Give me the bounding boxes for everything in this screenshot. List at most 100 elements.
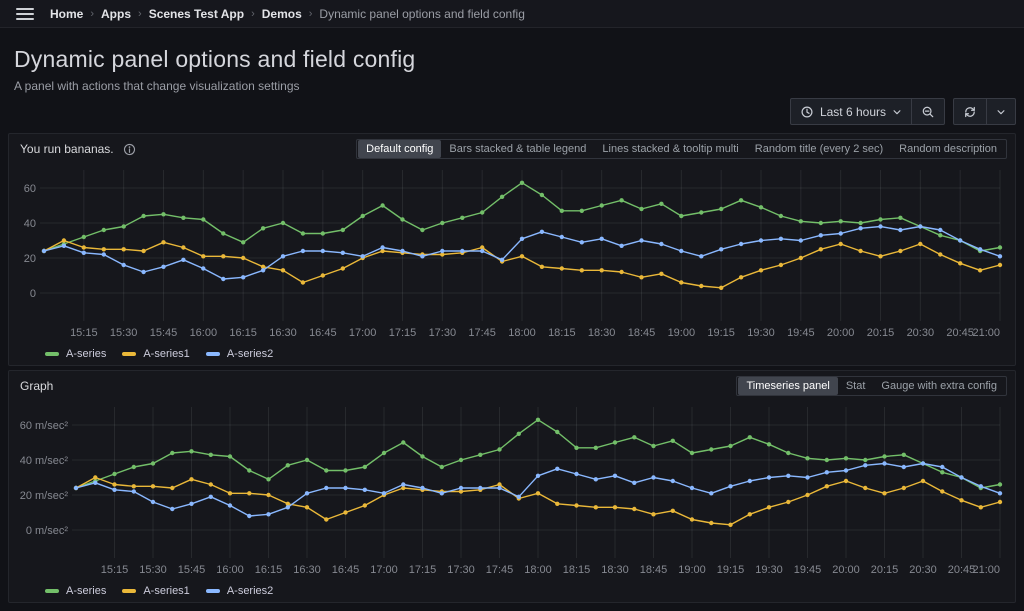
x-axis-tick-label: 20:30 xyxy=(909,564,937,576)
time-controls-group: Last 6 hours xyxy=(789,98,945,125)
breadcrumb-item[interactable]: Apps xyxy=(101,6,132,21)
x-axis-tick-label: 17:30 xyxy=(447,564,475,576)
y-axis-tick-label: 0 m/sec² xyxy=(26,525,69,537)
info-icon[interactable] xyxy=(123,143,136,156)
x-axis-tick-label: 17:00 xyxy=(370,564,398,576)
x-axis-tick-label: 20:45 xyxy=(946,327,974,339)
y-axis-tick-label: 40 xyxy=(24,218,36,230)
panel-title[interactable]: Graph xyxy=(20,379,54,393)
panel-option-bars-stacked-table-legend[interactable]: Bars stacked & table legend xyxy=(449,143,587,155)
legend-label: A-series1 xyxy=(143,348,190,360)
breadcrumb-item[interactable]: Home xyxy=(50,6,84,21)
x-axis-tick-label: 19:15 xyxy=(707,327,735,339)
x-axis-tick-label: 19:30 xyxy=(755,564,783,576)
panel-option-random-description[interactable]: Random description xyxy=(899,143,997,155)
x-axis-tick-label: 20:00 xyxy=(832,564,860,576)
x-axis-tick-label: 19:45 xyxy=(787,327,815,339)
legend-swatch xyxy=(45,352,59,356)
panel-option-timeseries-panel[interactable]: Timeseries panel xyxy=(738,377,838,395)
panel-options-group: Timeseries panel Stat Gauge with extra con… xyxy=(736,376,1007,396)
legend-item-a-series[interactable]: A-series xyxy=(45,348,106,360)
legend-swatch xyxy=(205,352,220,356)
x-axis-tick-label: 21:00 xyxy=(972,564,1000,576)
breadcrumb-item[interactable]: Demos xyxy=(261,6,302,21)
panel-options-group: Default config Bars stacked & table legen… xyxy=(356,139,1007,159)
x-axis-tick-label: 20:00 xyxy=(827,327,855,339)
x-axis-tick-label: 19:45 xyxy=(794,564,822,576)
panel-header: You run bananas. Default config Bars stac… xyxy=(9,134,1015,164)
legend-label: A-series1 xyxy=(143,585,190,597)
breadcrumb-separator: › xyxy=(90,7,95,20)
legend-item-a-series1[interactable]: A-series1 xyxy=(122,585,190,597)
zoom-out-icon xyxy=(921,105,935,119)
chart-legend: A-series A-series1 A-series2 xyxy=(45,348,273,360)
x-axis-tick-label: 20:15 xyxy=(871,564,899,576)
x-axis-tick-label: 17:30 xyxy=(429,327,457,339)
legend-label: A-series2 xyxy=(226,348,274,360)
panel-option-lines-stacked-tooltip-multi[interactable]: Lines stacked & tooltip multi xyxy=(602,143,739,155)
x-axis-tick-label: 18:30 xyxy=(601,564,629,576)
x-axis-tick-label: 15:30 xyxy=(139,564,167,576)
breadcrumb-separator: › xyxy=(251,7,255,20)
breadcrumb-separator: › xyxy=(308,7,313,20)
legend-item-a-series2[interactable]: A-series2 xyxy=(205,585,273,597)
legend-swatch xyxy=(122,352,137,356)
x-axis-tick-label: 18:30 xyxy=(588,327,616,339)
panel-header: Graph Timeseries panel Stat Gauge with ext… xyxy=(9,371,1015,401)
timeseries-chart[interactable]: 0 m/sec² 20 m/sec² 40 m/sec² 60 m/sec² 15:15… xyxy=(10,401,1016,580)
clock-icon xyxy=(800,105,814,119)
x-axis-tick-label: 19:30 xyxy=(747,327,775,339)
y-axis-tick-label: 40 m/sec² xyxy=(20,455,69,467)
x-axis-tick-label: 19:00 xyxy=(678,564,706,576)
legend-swatch xyxy=(205,589,220,593)
time-range-picker[interactable]: Last 6 hours xyxy=(791,99,911,124)
x-axis-tick-label: 18:15 xyxy=(548,327,576,339)
refresh-interval-dropdown[interactable] xyxy=(986,99,1015,124)
y-axis-tick-label: 60 xyxy=(24,183,36,195)
x-axis-tick-label: 16:00 xyxy=(190,327,218,339)
panel-title[interactable]: You run bananas. xyxy=(20,142,114,156)
x-axis-tick-label: 17:45 xyxy=(486,564,514,576)
refresh-icon xyxy=(963,105,977,119)
x-axis-tick-label: 15:30 xyxy=(110,327,138,339)
page-subtitle: A panel with actions that change visuali… xyxy=(14,79,300,93)
panel-option-stat[interactable]: Stat xyxy=(845,380,866,392)
panel-graph: Graph Timeseries panel Stat Gauge with ext… xyxy=(8,370,1016,603)
refresh-group xyxy=(953,98,1016,125)
time-range-label: Last 6 hours xyxy=(819,104,886,119)
refresh-button[interactable] xyxy=(954,99,986,124)
y-axis-tick-label: 60 m/sec² xyxy=(20,420,69,432)
x-axis-tick-label: 16:15 xyxy=(229,327,257,339)
legend-item-a-series2[interactable]: A-series2 xyxy=(205,348,274,360)
zoom-out-button[interactable] xyxy=(911,99,944,124)
legend-swatch xyxy=(122,589,137,593)
y-axis-tick-label: 20 xyxy=(24,253,36,265)
chevron-down-icon xyxy=(892,107,902,117)
x-axis-tick-label: 15:45 xyxy=(178,564,206,576)
x-axis-tick-label: 16:30 xyxy=(269,327,297,339)
x-axis-tick-label: 19:15 xyxy=(717,564,745,576)
y-axis-tick-label: 0 xyxy=(30,288,36,300)
legend-label: A-series xyxy=(66,348,107,360)
panel-option-default-config[interactable]: Default config xyxy=(358,140,442,158)
legend-item-a-series1[interactable]: A-series1 xyxy=(122,348,190,360)
page-title: Dynamic panel options and field config xyxy=(14,46,416,72)
breadcrumb-item[interactable]: Scenes Test App xyxy=(148,6,245,21)
x-axis-tick-label: 15:15 xyxy=(70,327,98,339)
panel-option-random-title-every-2-sec-[interactable]: Random title (every 2 sec) xyxy=(754,143,884,155)
x-axis-tick-label: 15:15 xyxy=(101,564,129,576)
y-axis-tick-label: 20 m/sec² xyxy=(20,490,69,502)
panel-you-run-bananas: You run bananas. Default config Bars stac… xyxy=(8,133,1016,366)
x-axis-tick-label: 15:45 xyxy=(150,327,178,339)
menu-icon[interactable] xyxy=(16,7,34,20)
panel-option-gauge-with-extra-config[interactable]: Gauge with extra config xyxy=(881,380,997,392)
legend-item-a-series[interactable]: A-series xyxy=(45,585,106,597)
x-axis-tick-label: 16:15 xyxy=(255,564,283,576)
x-axis-tick-label: 17:15 xyxy=(409,564,437,576)
top-nav-bar: Home › Apps › Scenes Test App › Demos › Dynamic … xyxy=(0,0,1024,28)
breadcrumb: Home › Apps › Scenes Test App › Demos › Dynamic … xyxy=(50,7,525,21)
x-axis-tick-label: 20:30 xyxy=(907,327,935,339)
x-axis-tick-label: 17:00 xyxy=(349,327,377,339)
timeseries-chart[interactable]: 0 20 40 60 15:15 15:30 15:45 16:00 16:15 16:30 16:… xyxy=(10,164,1016,343)
chevron-down-icon xyxy=(996,107,1006,117)
